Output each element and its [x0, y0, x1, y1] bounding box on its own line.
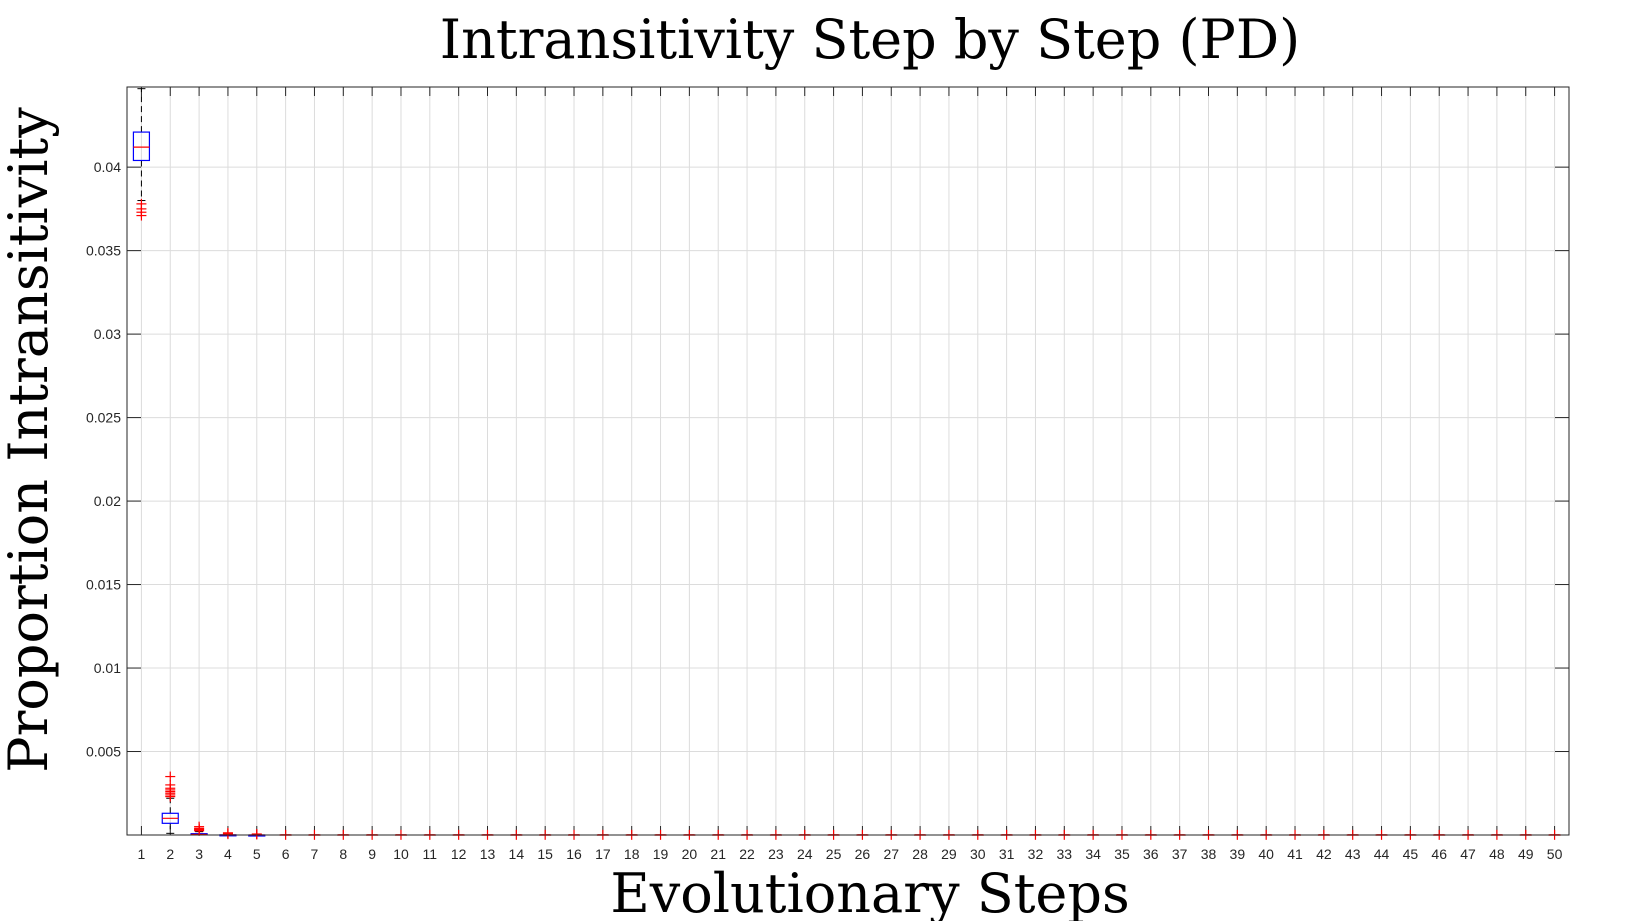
x-tick-label: 10: [393, 846, 409, 862]
x-tick-label: 39: [1230, 846, 1246, 862]
x-tick-label: 18: [624, 846, 640, 862]
x-tick-label: 11: [423, 846, 438, 862]
x-tick-label: 23: [768, 846, 784, 862]
x-tick-label: 46: [1431, 846, 1447, 862]
x-tick-label: 4: [224, 846, 232, 862]
x-tick-label: 26: [855, 846, 871, 862]
y-tick-label: 0.02: [94, 493, 121, 509]
outlier-marker: [251, 828, 262, 839]
x-tick-label: 32: [1028, 846, 1044, 862]
x-tick-label: 21: [710, 846, 726, 862]
x-tick-label: 30: [970, 846, 986, 862]
box-step-1: [132, 88, 151, 202]
x-tick-label: 35: [1114, 846, 1130, 862]
x-tick-label: 15: [537, 846, 553, 862]
x-tick-label: 13: [480, 846, 496, 862]
x-tick-label: 44: [1374, 846, 1390, 862]
x-tick-label: 17: [595, 846, 611, 862]
x-tick-label: 47: [1460, 846, 1476, 862]
x-tick-label: 37: [1172, 846, 1188, 862]
y-tick-label: 0.015: [86, 577, 121, 593]
x-tick-label: 38: [1201, 846, 1217, 862]
y-tick-label: 0.035: [86, 243, 121, 259]
x-tick-label: 29: [941, 846, 957, 862]
x-tick-label: 49: [1518, 846, 1534, 862]
x-tick-label: 43: [1345, 846, 1361, 862]
x-tick-label: 7: [311, 846, 319, 862]
x-tick-label: 2: [166, 846, 174, 862]
x-tick-label: 12: [451, 846, 467, 862]
x-tick-label: 28: [912, 846, 928, 862]
chart-title: Intransitivity Step by Step (PD): [440, 8, 1300, 71]
plot-frame: [126, 86, 1570, 836]
y-tick-label: 0.04: [94, 159, 121, 175]
x-tick-label: 6: [282, 846, 290, 862]
outlier-marker: [165, 779, 176, 790]
outlier-marker: [136, 210, 147, 221]
x-tick-label: 36: [1143, 846, 1159, 862]
x-tick-label: 1: [138, 846, 146, 862]
x-tick-label: 42: [1316, 846, 1332, 862]
x-tick-label: 9: [368, 846, 376, 862]
y-tick-label: 0.03: [94, 326, 121, 342]
x-tick-label: 22: [739, 846, 755, 862]
x-axis-label: Evolutionary Steps: [610, 862, 1129, 921]
x-tick-label: 48: [1489, 846, 1505, 862]
grid-lines: [127, 87, 1569, 835]
x-tick-label: 20: [682, 846, 698, 862]
x-tick-label: 41: [1287, 846, 1303, 862]
x-tick-label: 33: [1057, 846, 1073, 862]
x-tick-label: 19: [653, 846, 669, 862]
x-tick-label: 14: [509, 846, 525, 862]
y-tick-label: 0.005: [86, 744, 121, 760]
x-tick-label: 3: [195, 846, 203, 862]
outlier-marker: [165, 771, 176, 782]
x-tick-label: 5: [253, 846, 261, 862]
x-tick-label: 40: [1258, 846, 1274, 862]
x-tick-label: 27: [883, 846, 899, 862]
y-tick-label: 0.025: [86, 410, 121, 426]
x-tick-label: 24: [797, 846, 813, 862]
box-iqr: [132, 131, 151, 162]
x-tick-label: 8: [339, 846, 347, 862]
y-tick-label: 0.01: [94, 660, 121, 676]
y-axis-label: Proportion Intransitivity: [0, 107, 60, 773]
x-tick-label: 50: [1547, 846, 1563, 862]
x-tick-label: 45: [1403, 846, 1419, 862]
x-tick-label: 25: [826, 846, 842, 862]
outlier-marker: [194, 821, 205, 832]
x-tick-label: 31: [999, 846, 1015, 862]
x-tick-label: 34: [1085, 846, 1101, 862]
outlier-marker: [222, 827, 233, 838]
x-tick-label: 16: [566, 846, 582, 862]
